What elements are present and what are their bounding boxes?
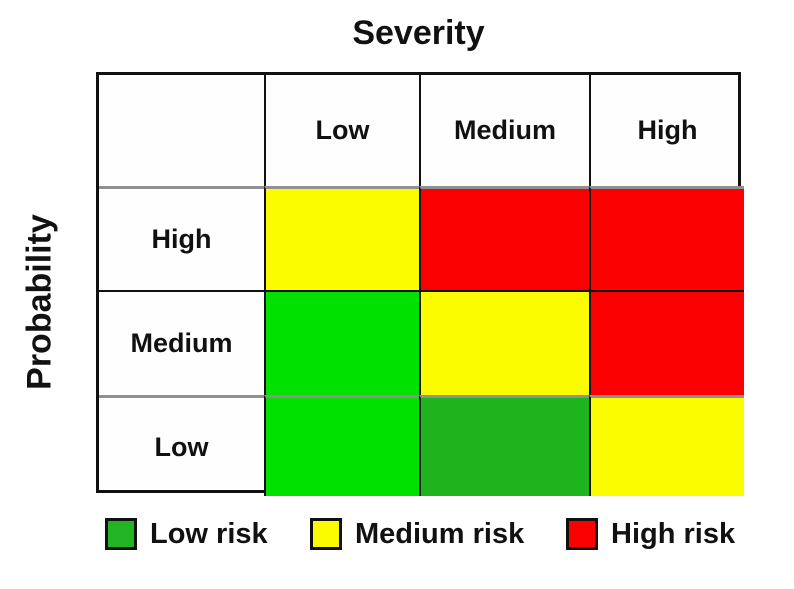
col-header-severity-low: Low [264,75,419,186]
legend-label-low-risk: Low risk [150,517,268,550]
low-risk-swatch-icon [105,518,137,550]
cell-prob-medium-sev-high [589,290,744,395]
cell-prob-low-sev-medium [419,395,589,496]
matrix-corner-cell [99,75,264,186]
legend-label-medium-risk: Medium risk [355,517,525,550]
legend-item-high-risk: High risk [566,514,735,554]
cell-prob-low-sev-low [264,395,419,496]
legend-label-high-risk: High risk [611,517,736,550]
severity-axis-title: Severity [352,14,485,52]
row-header-probability-low: Low [99,395,264,496]
medium-risk-swatch-icon [310,518,342,550]
col-header-severity-high: High [589,75,744,186]
risk-matrix: Low Medium High High Medium Low [96,72,744,496]
cell-prob-low-sev-high [589,395,744,496]
row-header-probability-medium: Medium [99,290,264,395]
col-header-severity-medium: Medium [419,75,589,186]
legend-item-low-risk: Low risk [105,514,268,554]
cell-prob-high-sev-low [264,186,419,290]
cell-prob-medium-sev-medium [419,290,589,395]
cell-prob-high-sev-medium [419,186,589,290]
probability-axis-title: Probability [20,214,59,390]
cell-prob-medium-sev-low [264,290,419,395]
cell-prob-high-sev-high [589,186,744,290]
legend: Low risk Medium risk High risk [0,514,794,554]
legend-item-medium-risk: Medium risk [310,514,524,554]
row-header-probability-high: High [99,186,264,290]
high-risk-swatch-icon [566,518,598,550]
